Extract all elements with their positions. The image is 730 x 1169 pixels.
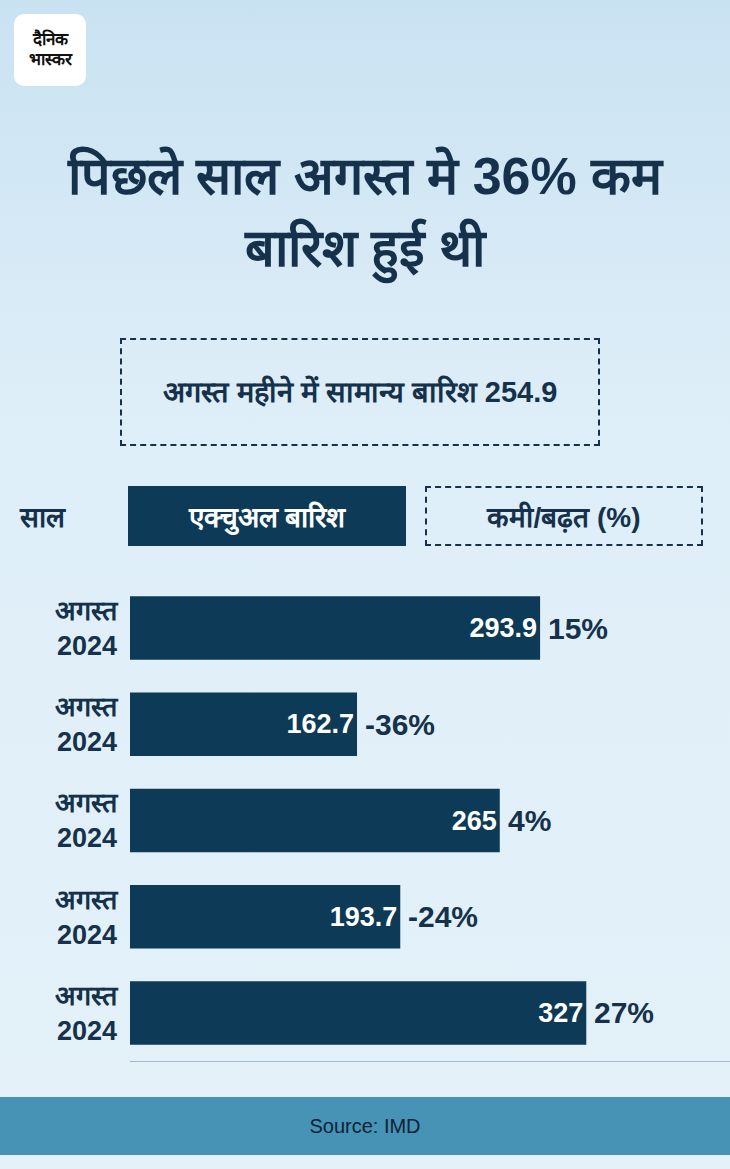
svg-text:293.9: 293.9 [470,613,538,643]
html-text:अगस्त महीने में सामान्य बारिश: अगस्त महीने में सामान्य बारिश 254.9 [162,376,558,408]
svg-text:-36%: -36% [365,708,435,741]
html-text:एक्चुअल बारिश: एक्चुअल बारिश [188,502,346,533]
html-text:भास्कर: भास्कर [28,50,72,69]
html-text:दैनिक: दैनिक [32,30,68,49]
svg-text:162.7: 162.7 [286,709,354,739]
svg-text:-24%: -24% [408,900,478,933]
svg-text:15%: 15% [548,612,608,645]
html-text:कमी/बढ़त (%): कमी/बढ़त (%) [487,502,641,533]
svg-text:अगस्त2024: अगस्त2024 [55,596,119,661]
html-text:पिछले साल अगस्त मे 36% कम बारि: पिछले साल अगस्त मे 36% कम बारिश हुई थी [67,147,663,277]
html-text:साल: साल [20,502,65,533]
svg-text:अगस्त2024: अगस्त2024 [55,692,119,757]
svg-text:327: 327 [538,998,583,1028]
html-text:Source: IMD: Source: IMD [309,1114,421,1137]
svg-text:अगस्त2024: अगस्त2024 [55,885,119,950]
svg-text:अगस्त2024: अगस्त2024 [55,981,119,1046]
svg-text:193.7: 193.7 [330,902,398,932]
svg-text:4%: 4% [508,804,551,837]
svg-text:अगस्त2024: अगस्त2024 [55,788,119,853]
svg-text:27%: 27% [594,996,654,1029]
svg-text:265: 265 [452,806,497,836]
